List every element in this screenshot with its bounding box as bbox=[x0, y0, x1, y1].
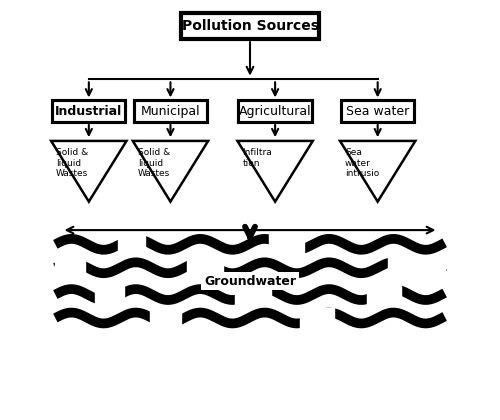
Polygon shape bbox=[238, 141, 313, 202]
FancyBboxPatch shape bbox=[52, 100, 126, 122]
Bar bbox=[187, 257, 223, 278]
Text: Sea water: Sea water bbox=[346, 105, 410, 118]
FancyBboxPatch shape bbox=[134, 100, 207, 122]
Bar bbox=[95, 284, 124, 305]
Text: Sea
water
intrusio: Sea water intrusio bbox=[345, 148, 380, 178]
Bar bbox=[118, 234, 146, 255]
Bar bbox=[56, 257, 84, 278]
Text: Municipal: Municipal bbox=[140, 105, 200, 118]
Bar bbox=[236, 284, 271, 305]
Text: Agricultural: Agricultural bbox=[239, 105, 312, 118]
Bar bbox=[388, 257, 444, 278]
Polygon shape bbox=[51, 141, 127, 202]
Text: Industrial: Industrial bbox=[55, 105, 122, 118]
FancyBboxPatch shape bbox=[181, 13, 319, 39]
Text: Pollution Sources: Pollution Sources bbox=[182, 19, 318, 33]
Polygon shape bbox=[133, 141, 208, 202]
Text: Solid &
liquid
Wastes: Solid & liquid Wastes bbox=[56, 148, 88, 178]
Polygon shape bbox=[340, 141, 415, 202]
Text: Solid &
liquid
Wastes: Solid & liquid Wastes bbox=[138, 148, 170, 178]
FancyBboxPatch shape bbox=[341, 100, 414, 122]
Bar bbox=[367, 284, 400, 305]
Text: Infiltra
tion: Infiltra tion bbox=[242, 148, 272, 168]
FancyBboxPatch shape bbox=[238, 100, 312, 122]
Text: Groundwater: Groundwater bbox=[204, 275, 296, 288]
Bar bbox=[150, 307, 181, 328]
Bar bbox=[269, 234, 304, 255]
Bar bbox=[300, 307, 334, 328]
